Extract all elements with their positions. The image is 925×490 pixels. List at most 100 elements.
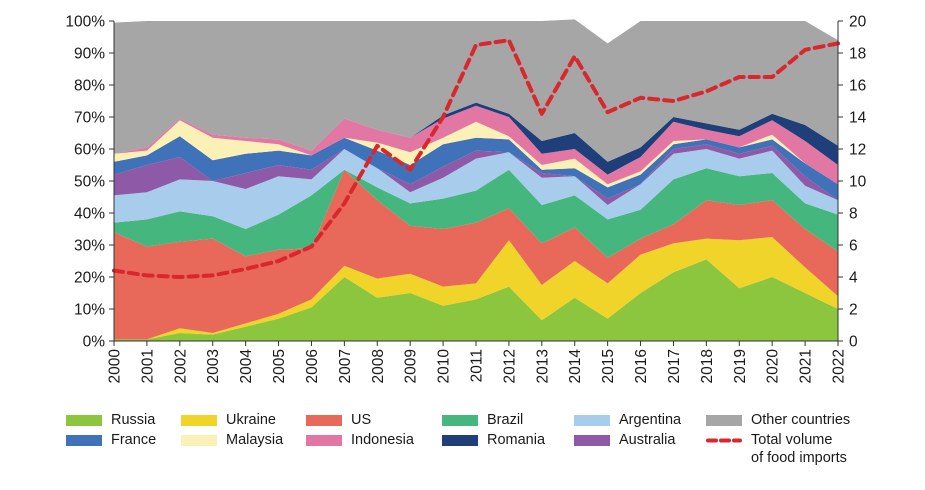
x-tick-label: 2018 bbox=[699, 349, 716, 383]
legend-item-indonesia: Indonesia bbox=[306, 430, 414, 450]
legend-swatch-indonesia bbox=[306, 434, 342, 446]
legend-swatch-france bbox=[66, 434, 102, 446]
legend-swatch-russia bbox=[66, 414, 102, 426]
legend-item-total-volume-continued: of food imports bbox=[751, 448, 847, 468]
left-tick-label: 20% bbox=[74, 270, 105, 287]
area-brazil bbox=[114, 168, 838, 258]
left-tick-label: 0% bbox=[83, 334, 106, 351]
area-ukraine bbox=[114, 237, 838, 340]
left-axis-ticks: 0% 10% 20% 30% 40% 50% 60% 70% 80% 90% 100% bbox=[65, 14, 114, 351]
right-tick-label: 2 bbox=[849, 302, 858, 319]
legend-label-russia: Russia bbox=[111, 411, 156, 428]
left-tick-label: 60% bbox=[74, 142, 105, 159]
legend-swatch-ukraine bbox=[181, 414, 217, 426]
x-tick-label: 2010 bbox=[436, 349, 453, 384]
legend-item-romania: Romania bbox=[442, 430, 545, 450]
stacked-area-chart: 0% 10% 20% 30% 40% 50% 60% 70% 80% 90% 100% 0 2 4 6 8 1… bbox=[65, 14, 867, 384]
legend-item-france: France bbox=[66, 430, 156, 450]
left-tick-label: 30% bbox=[74, 238, 105, 255]
legend-label-us: US bbox=[351, 411, 372, 428]
right-tick-label: 18 bbox=[849, 46, 866, 63]
x-tick-label: 2007 bbox=[337, 349, 354, 383]
legend-label-malaysia: Malaysia bbox=[226, 431, 284, 448]
left-tick-label: 50% bbox=[74, 174, 105, 191]
area-indonesia bbox=[114, 105, 838, 185]
legend-item-russia: Russia bbox=[66, 410, 155, 430]
legend-item-brazil: Brazil bbox=[442, 410, 523, 430]
legend-swatch-brazil bbox=[442, 414, 478, 426]
x-tick-label: 2019 bbox=[732, 349, 749, 383]
x-tick-label: 2021 bbox=[798, 349, 815, 383]
right-tick-label: 8 bbox=[849, 206, 858, 223]
left-tick-label: 70% bbox=[74, 110, 105, 127]
legend-item-other-countries: Other countries bbox=[706, 410, 850, 430]
legend-item-ukraine: Ukraine bbox=[181, 410, 276, 430]
x-tick-label: 2006 bbox=[304, 349, 321, 383]
legend: Russia Ukraine US Brazil Argentina Other… bbox=[66, 410, 906, 484]
legend-swatch-romania bbox=[442, 434, 478, 446]
area-australia bbox=[114, 144, 838, 205]
x-tick-label: 2012 bbox=[501, 349, 518, 383]
left-tick-label: 10% bbox=[74, 302, 105, 319]
x-tick-label: 2020 bbox=[765, 349, 782, 384]
legend-label-other-countries: Other countries bbox=[751, 411, 851, 428]
area-other-countries bbox=[114, 19, 838, 162]
line-total-volume-of-food-imports bbox=[112, 38, 840, 279]
x-axis-ticks: 2000 2001 2002 2003 2004 2005 2006 2007 2008 2009… bbox=[107, 341, 848, 383]
legend-label-france: France bbox=[111, 431, 157, 448]
right-tick-label: 14 bbox=[849, 110, 867, 127]
left-tick-label: 90% bbox=[74, 46, 105, 63]
right-tick-label: 4 bbox=[849, 270, 858, 287]
legend-swatch-australia bbox=[574, 434, 610, 446]
x-tick-label: 2002 bbox=[172, 349, 189, 383]
legend-label-total-volume-line2: of food imports bbox=[751, 449, 847, 466]
right-tick-label: 10 bbox=[849, 174, 867, 191]
area-layers bbox=[114, 19, 838, 341]
legend-item-total-volume: Total volume bbox=[706, 430, 832, 450]
total-volume-line-layer bbox=[112, 38, 840, 279]
x-tick-label: 2001 bbox=[139, 349, 156, 383]
x-tick-label: 2003 bbox=[205, 349, 222, 383]
area-malaysia bbox=[114, 120, 838, 188]
x-tick-label: 2022 bbox=[831, 349, 848, 383]
legend-item-australia: Australia bbox=[574, 430, 675, 450]
right-tick-label: 16 bbox=[849, 78, 866, 95]
right-tick-label: 12 bbox=[849, 142, 866, 159]
left-tick-label: 80% bbox=[74, 78, 105, 95]
legend-label-brazil: Brazil bbox=[487, 411, 524, 428]
area-france bbox=[114, 136, 838, 201]
legend-label-total-volume-line1: Total volume bbox=[751, 431, 833, 448]
x-tick-label: 2004 bbox=[238, 349, 255, 384]
area-us bbox=[114, 169, 838, 340]
legend-label-australia: Australia bbox=[619, 431, 676, 448]
x-tick-label: 2009 bbox=[403, 349, 420, 383]
right-tick-label: 0 bbox=[849, 334, 858, 351]
x-tick-label: 2011 bbox=[469, 349, 486, 382]
legend-item-malaysia: Malaysia bbox=[181, 430, 283, 450]
x-tick-label: 2016 bbox=[633, 349, 650, 383]
x-tick-label: 2015 bbox=[600, 349, 617, 383]
legend-label-argentina: Argentina bbox=[619, 411, 682, 428]
x-tick-label: 2017 bbox=[666, 349, 683, 383]
legend-label-ukraine: Ukraine bbox=[226, 411, 276, 428]
legend-label-romania: Romania bbox=[487, 431, 546, 448]
legend-item-us: US bbox=[306, 410, 371, 430]
area-russia bbox=[114, 259, 838, 341]
right-axis-ticks: 0 2 4 6 8 10 12 14 16 18 20 bbox=[838, 14, 867, 351]
legend-swatch-other-countries bbox=[706, 414, 742, 426]
x-tick-label: 2014 bbox=[567, 349, 584, 384]
left-tick-label: 100% bbox=[65, 14, 105, 31]
legend-swatch-total-volume-dashed-line bbox=[706, 438, 742, 442]
right-tick-label: 20 bbox=[849, 14, 867, 31]
legend-item-argentina: Argentina bbox=[574, 410, 681, 430]
legend-swatch-malaysia bbox=[181, 434, 217, 446]
legend-swatch-us bbox=[306, 414, 342, 426]
right-tick-label: 6 bbox=[849, 238, 858, 255]
legend-label-indonesia: Indonesia bbox=[351, 431, 414, 448]
left-tick-label: 40% bbox=[74, 206, 105, 223]
x-tick-label: 2013 bbox=[534, 349, 551, 383]
legend-swatch-argentina bbox=[574, 414, 610, 426]
x-tick-label: 2000 bbox=[107, 349, 124, 384]
x-tick-label: 2005 bbox=[271, 349, 288, 383]
x-tick-label: 2008 bbox=[370, 349, 387, 383]
